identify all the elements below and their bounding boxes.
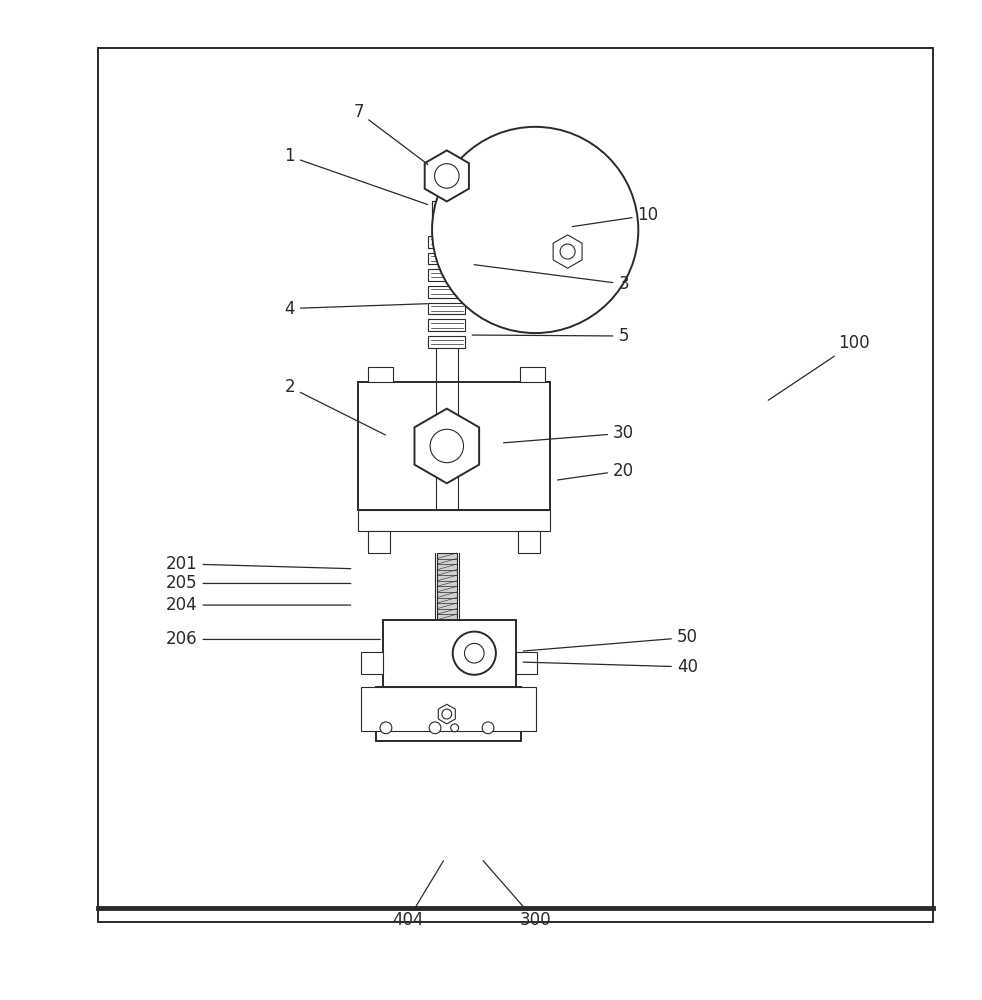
Text: 2: 2 bbox=[285, 378, 385, 435]
Bar bbox=[383, 620, 516, 687]
Circle shape bbox=[435, 164, 459, 188]
Bar bbox=[361, 687, 536, 731]
Circle shape bbox=[429, 722, 441, 734]
Bar bbox=[358, 382, 550, 510]
Bar bbox=[520, 367, 545, 382]
Bar bbox=[428, 319, 465, 331]
Polygon shape bbox=[424, 150, 469, 201]
Bar bbox=[368, 531, 390, 553]
Text: 206: 206 bbox=[166, 630, 380, 648]
Polygon shape bbox=[553, 235, 582, 268]
Text: 100: 100 bbox=[768, 334, 870, 400]
Text: 204: 204 bbox=[166, 596, 351, 614]
Text: 300: 300 bbox=[483, 861, 551, 929]
Bar bbox=[376, 687, 521, 741]
Bar bbox=[428, 336, 465, 348]
Text: 3: 3 bbox=[474, 265, 628, 293]
Text: 205: 205 bbox=[166, 574, 351, 592]
Polygon shape bbox=[414, 409, 479, 483]
Bar bbox=[432, 201, 462, 226]
Polygon shape bbox=[438, 704, 456, 724]
Text: 30: 30 bbox=[504, 424, 634, 443]
Bar bbox=[368, 367, 393, 382]
Bar bbox=[428, 303, 465, 314]
Text: 7: 7 bbox=[354, 103, 428, 164]
Text: 5: 5 bbox=[472, 327, 628, 345]
Text: 201: 201 bbox=[166, 555, 351, 573]
Text: 10: 10 bbox=[573, 206, 659, 227]
Circle shape bbox=[442, 709, 452, 719]
Bar bbox=[437, 553, 457, 620]
Circle shape bbox=[464, 643, 484, 663]
Bar bbox=[518, 531, 540, 553]
Text: 4: 4 bbox=[285, 300, 427, 318]
Text: 50: 50 bbox=[523, 628, 698, 651]
Bar bbox=[358, 510, 550, 531]
Bar bbox=[516, 652, 537, 674]
Text: 404: 404 bbox=[392, 861, 444, 929]
Circle shape bbox=[451, 724, 459, 732]
Circle shape bbox=[560, 244, 575, 259]
Bar bbox=[98, 48, 933, 922]
Bar bbox=[428, 269, 465, 281]
Circle shape bbox=[380, 722, 392, 734]
Bar bbox=[361, 652, 383, 674]
Circle shape bbox=[430, 429, 464, 463]
Text: 40: 40 bbox=[523, 658, 698, 676]
Bar bbox=[428, 253, 465, 264]
Bar bbox=[428, 236, 465, 248]
Circle shape bbox=[482, 722, 494, 734]
Circle shape bbox=[432, 127, 638, 333]
Circle shape bbox=[453, 632, 496, 675]
Text: 20: 20 bbox=[558, 462, 634, 480]
Text: 1: 1 bbox=[285, 147, 427, 204]
Bar bbox=[428, 286, 465, 298]
